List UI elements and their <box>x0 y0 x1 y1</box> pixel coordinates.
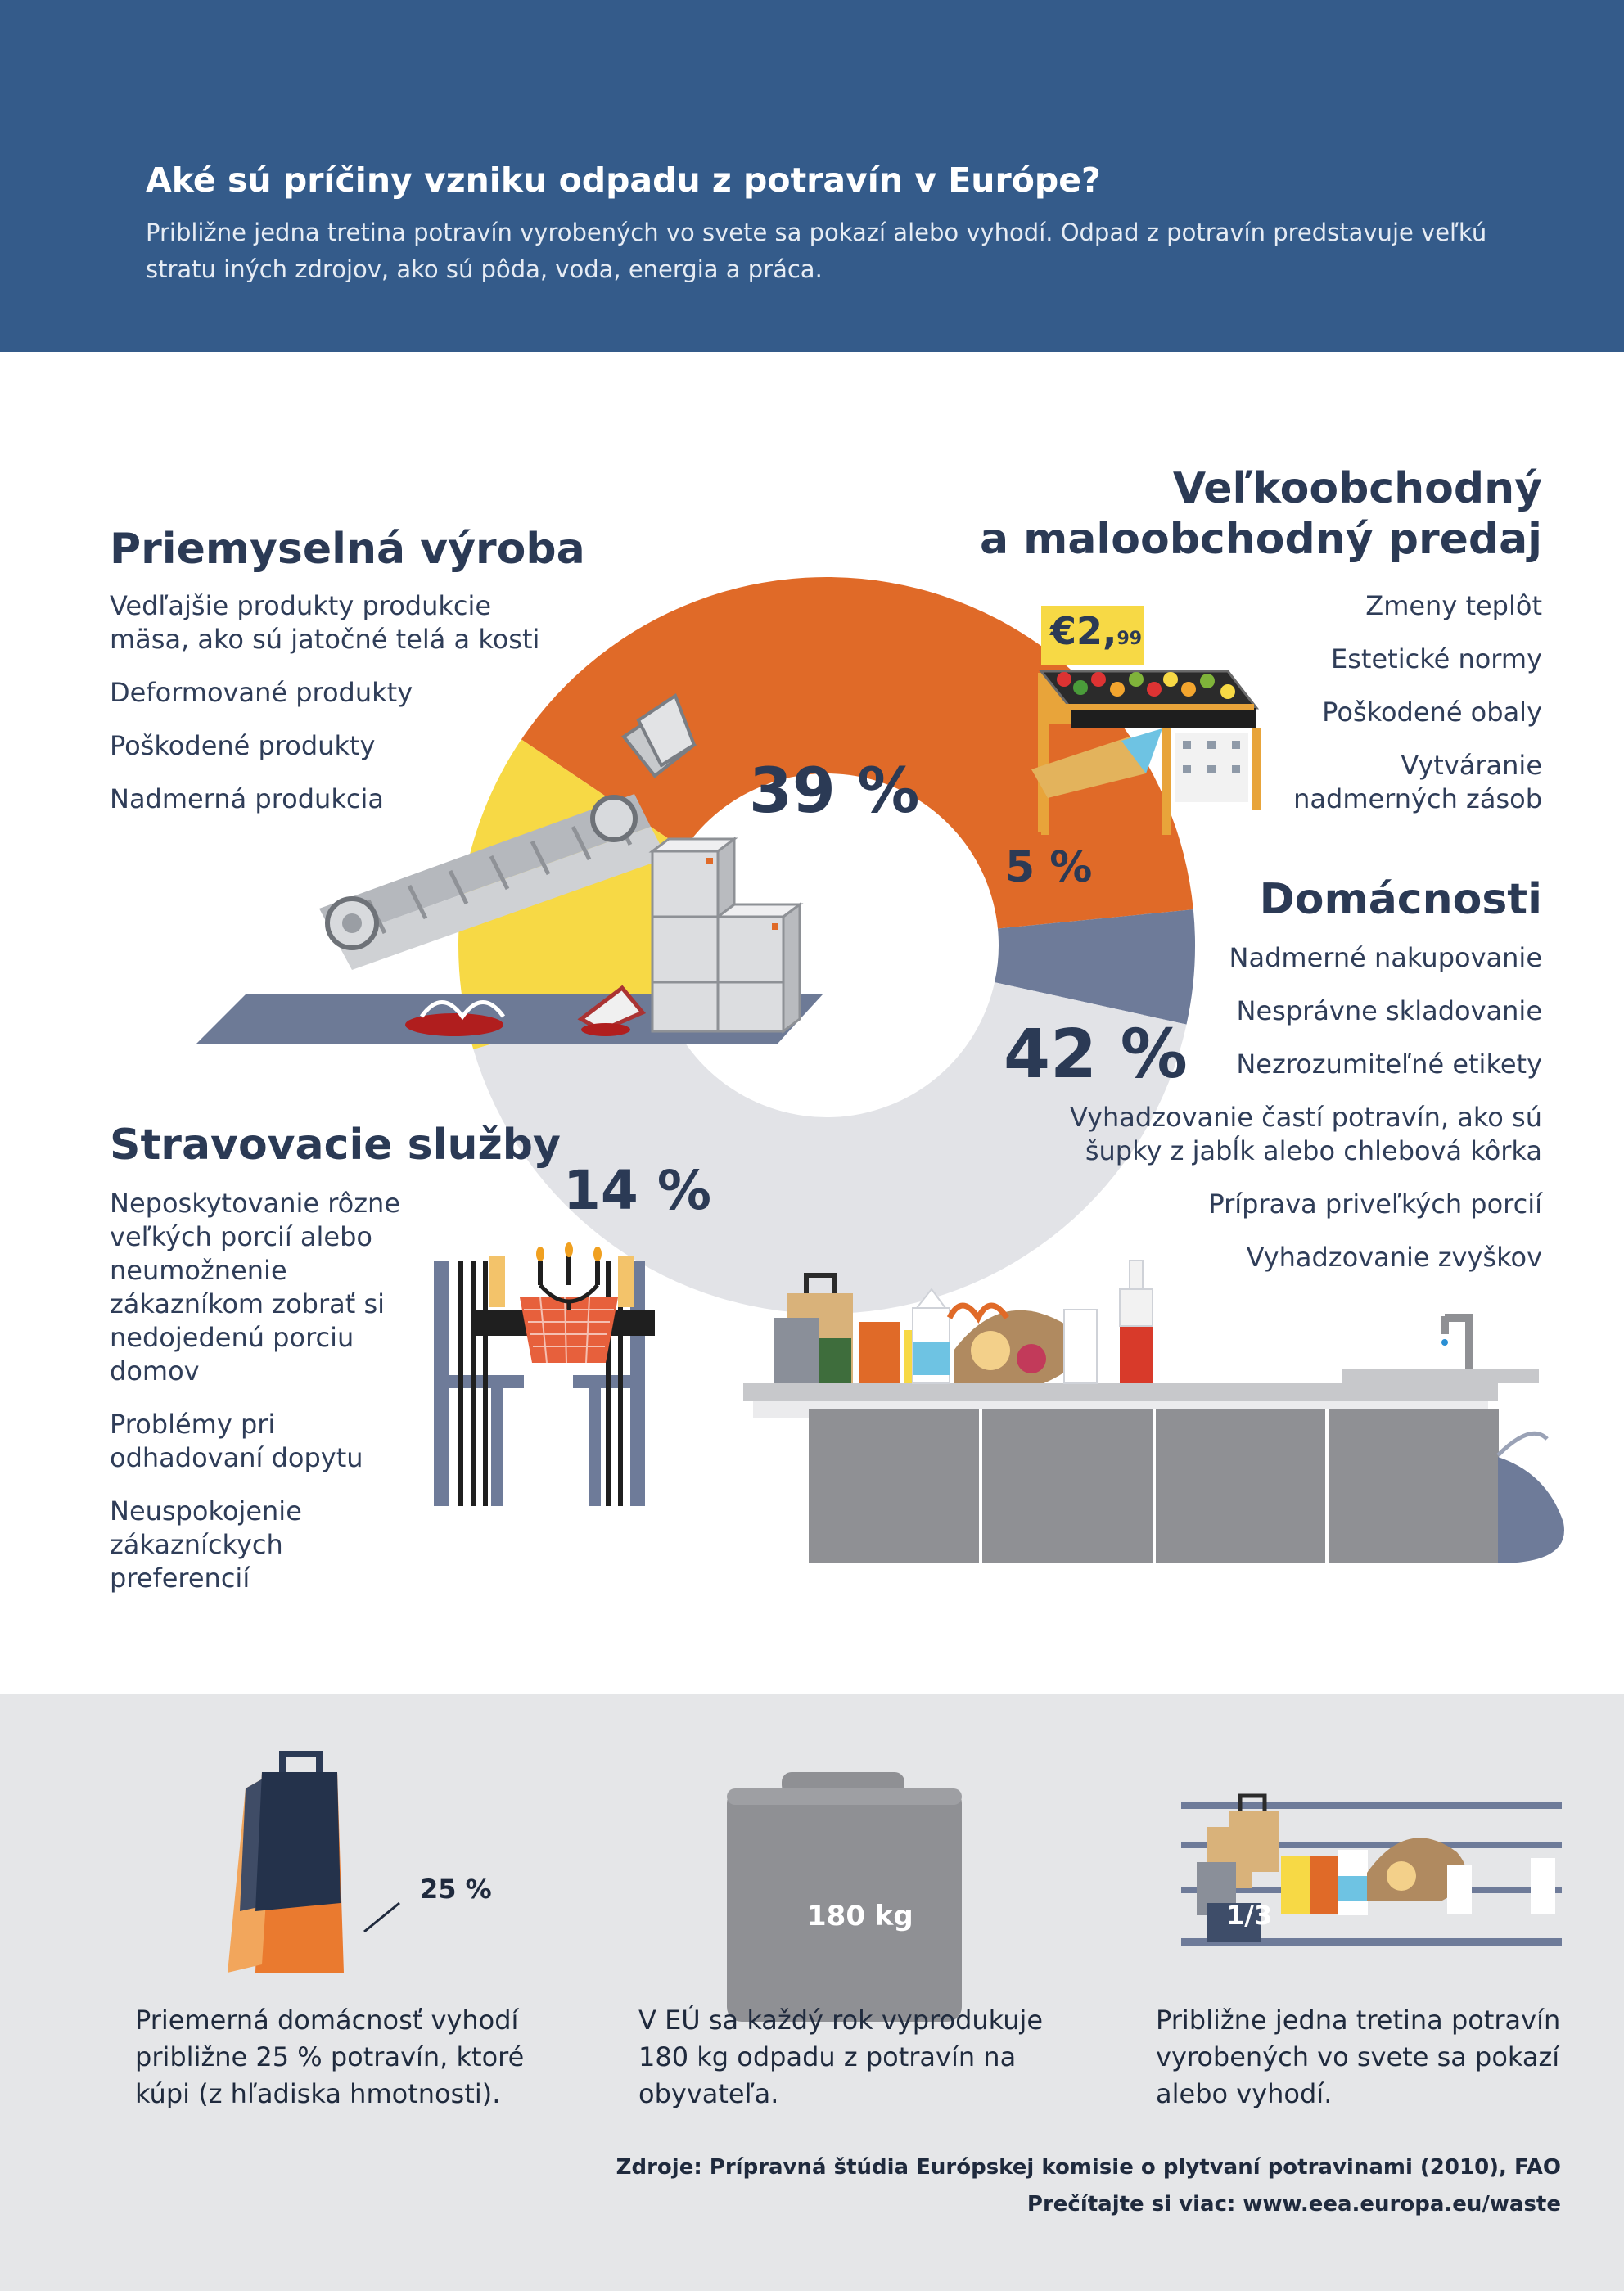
list-item: Poškodené obaly <box>1322 697 1542 728</box>
page-subtitle: Približne jedna tretina potravín vyroben… <box>146 219 1487 283</box>
list-item: Vyhadzovanie zvyškov <box>1246 1242 1542 1273</box>
main-illustration <box>196 577 1564 1563</box>
section-title-catering: Stravovacie služby <box>110 1121 561 1170</box>
donut-slice-households <box>473 982 1187 1314</box>
retail-list: Zmeny teplôt Estetické normy Poškodené o… <box>1231 589 1542 836</box>
list-item: Príprava priveľkých porcií <box>1208 1188 1542 1220</box>
households-list: Nadmerné nakupovanie Nesprávne skladovan… <box>1035 941 1542 1294</box>
price-tag-cents: 99 <box>1116 629 1143 649</box>
stat-label-25pct: 25 % <box>420 1874 492 1905</box>
list-item: Zmeny teplôt <box>1365 590 1542 621</box>
stat-text-180kg: V EÚ sa každý rok vyprodukuje 180 kg odp… <box>638 2005 1044 2109</box>
list-item: Neposkytovanie rôzne veľkých porcií aleb… <box>110 1188 401 1387</box>
stat-label-180kg: 180 kg <box>807 1900 914 1932</box>
section-title-industry: Priemyselná výroba <box>110 525 585 574</box>
shopping-bag-icon <box>228 1751 400 1973</box>
restaurant-table-illustration <box>434 1242 655 1506</box>
stat-text-25pct: Priemerná domácnosť vyhodí približne 25 … <box>135 2005 525 2109</box>
header-banner: Aké sú príčiny vzniku odpadu z potravín … <box>0 0 1624 352</box>
list-item: Vytváranie nadmerných zásob <box>1293 750 1542 814</box>
price-tag-main: €2, <box>1050 609 1117 653</box>
list-item: Nesprávne skladovanie <box>1236 995 1542 1026</box>
pct-label-households: 42 % <box>1004 1016 1188 1094</box>
list-item: Poškodené produkty <box>110 730 376 761</box>
list-item: Nadmerné nakupovanie <box>1229 942 1542 973</box>
catering-list: Neposkytovanie rôzne veľkých porcií aleb… <box>110 1187 408 1615</box>
conveyor-illustration <box>196 692 823 1044</box>
source-note: Zdroje: Prípravná štúdia Európskej komis… <box>616 2155 1561 2180</box>
barrel-icon <box>727 1772 962 2022</box>
footer-panel: 25 % 180 kg 1/3 Priemerná domácnosť vyho… <box>0 1694 1624 2291</box>
list-item: Vyhadzovanie častí potravín, ako sú šupk… <box>1070 1102 1542 1166</box>
list-item: Vedľajšie produkty produkcie mäsa, ako s… <box>110 590 540 655</box>
market-stall-illustration <box>1031 606 1261 835</box>
stat-label-one-third: 1/3 <box>1226 1900 1273 1931</box>
section-title-retail-line1: Veľkoobchodný <box>1172 464 1542 513</box>
price-tag: €2,99 <box>1050 612 1142 650</box>
footer-illustrations <box>228 1751 1562 2022</box>
list-item: Estetické normy <box>1331 643 1542 674</box>
list-item: Problémy pri odhadovaní dopytu <box>110 1409 363 1473</box>
kitchen-illustration <box>743 1260 1564 1563</box>
read-more-link[interactable]: Prečítajte si viac: www.eea.europa.eu/wa… <box>1026 2192 1561 2217</box>
section-title-retail-line2: a maloobchodný predaj <box>979 515 1542 564</box>
section-title-retail: Veľkoobchodný a maloobchodný predaj <box>980 463 1542 565</box>
list-item: Deformované produkty <box>110 677 413 708</box>
shelf-icon <box>1181 1793 1562 1946</box>
industry-list: Vedľajšie produkty produkcie mäsa, ako s… <box>110 589 568 836</box>
page-title: Aké sú príčiny vzniku odpadu z potravín … <box>146 160 1101 200</box>
stat-text-one-third: Približne jedna tretina potravín vyroben… <box>1156 2005 1561 2109</box>
pct-label-catering: 14 % <box>563 1159 711 1222</box>
section-title-households: Domácnosti <box>1259 875 1542 924</box>
list-item: Nezrozumiteľné etikety <box>1236 1049 1542 1080</box>
pct-label-retail: 5 % <box>1005 843 1093 892</box>
donut-slice-retail <box>995 909 1195 1025</box>
pct-label-industry: 39 % <box>749 754 920 827</box>
list-item: Nadmerná produkcia <box>110 783 384 814</box>
list-item: Neuspokojenie zákazníckych preferencií <box>110 1495 302 1594</box>
